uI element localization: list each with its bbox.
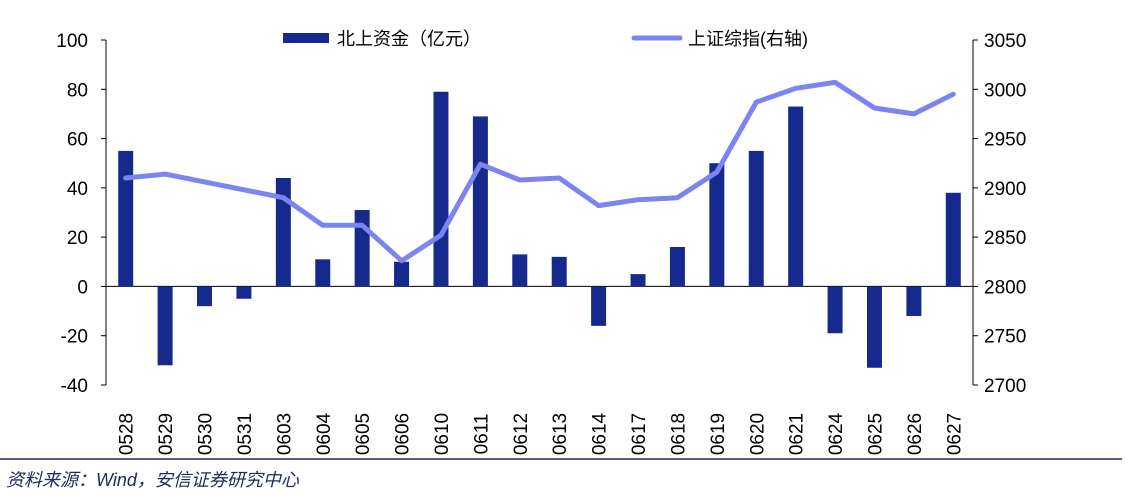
bar-0620 — [748, 150, 764, 287]
right-tick-label: 2900 — [984, 179, 1026, 200]
x-tick-label: 0610 — [432, 413, 453, 455]
right-tick-label: 2800 — [984, 277, 1026, 298]
index-line-series — [123, 79, 956, 264]
x-tick-label: 0620 — [747, 413, 768, 455]
bar-0621 — [788, 106, 804, 287]
x-tick-label: 0606 — [393, 413, 414, 455]
legend-line-label: 上证综指(右轴) — [688, 29, 808, 49]
bar-0613 — [551, 256, 567, 287]
source-note: 资料来源：Wind，安信证券研究中心 — [6, 470, 300, 490]
x-axis-labels: 0528 0529 0530 0531 0603 0604 0605 0606 0610 0611… — [117, 412, 966, 455]
bar-0618 — [669, 247, 685, 287]
x-tick-label: 0613 — [550, 413, 571, 455]
right-tick-label: 2850 — [984, 228, 1026, 249]
x-tick-label: 0611 — [471, 414, 492, 455]
x-tick-label: 0531 — [235, 413, 256, 455]
x-tick-label: 0603 — [274, 413, 295, 455]
bar-0611 — [472, 116, 488, 287]
bar-0604 — [315, 259, 331, 287]
x-tick-label: 0529 — [156, 413, 177, 455]
right-tick-label: 3000 — [984, 80, 1026, 101]
left-tick-label: -40 — [61, 376, 88, 397]
bar-0624 — [827, 286, 843, 334]
bar-0626 — [906, 286, 922, 316]
left-tick-label: 100 — [56, 31, 88, 52]
x-tick-label: 0612 — [511, 413, 532, 455]
x-tick-label: 0627 — [944, 413, 965, 455]
bar-0606 — [394, 261, 410, 287]
bar-0614 — [591, 286, 607, 326]
left-tick-label: 0 — [77, 277, 88, 298]
x-tick-label: 0617 — [629, 413, 650, 455]
right-axis: 3050 3000 2950 2900 2850 2800 2750 2700 — [973, 31, 1026, 397]
x-tick-label: 0528 — [117, 413, 138, 455]
bar-0531 — [236, 286, 252, 299]
bar-0610 — [433, 91, 449, 287]
bar-series — [118, 91, 961, 368]
bar-0528 — [118, 150, 134, 287]
right-tick-label: 2950 — [984, 130, 1026, 151]
bar-0627 — [945, 192, 961, 287]
right-tick-label: 3050 — [984, 31, 1026, 52]
bar-0529 — [157, 286, 173, 366]
bar-0625 — [866, 286, 882, 368]
x-tick-label: 0621 — [787, 413, 808, 455]
bar-0612 — [512, 254, 528, 287]
x-tick-label: 0604 — [314, 412, 335, 455]
x-tick-label: 0614 — [590, 412, 611, 455]
x-tick-label: 0618 — [668, 413, 689, 455]
bar-0619 — [709, 163, 725, 287]
bar-0603 — [275, 178, 291, 287]
bar-0617 — [630, 274, 646, 287]
bar-0605 — [354, 210, 370, 287]
left-tick-label: 80 — [67, 80, 88, 101]
bar-0530 — [197, 286, 213, 307]
x-tick-label: 0530 — [196, 413, 217, 455]
left-tick-label: 60 — [67, 130, 88, 151]
legend: 北上资金（亿元） 上证综指(右轴) — [283, 29, 808, 49]
x-tick-label: 0605 — [353, 413, 374, 455]
x-tick-label: 0624 — [826, 412, 847, 455]
x-tick-label: 0626 — [905, 413, 926, 455]
x-tick-label: 0619 — [708, 413, 729, 455]
left-tick-label: 40 — [67, 179, 88, 200]
legend-bar-swatch — [283, 33, 329, 43]
right-tick-label: 2700 — [984, 376, 1026, 397]
legend-bar-label: 北上资金（亿元） — [337, 29, 481, 49]
left-tick-label: 20 — [67, 228, 88, 249]
left-axis: 100 80 60 40 20 0 -20 -40 — [56, 31, 106, 397]
right-tick-label: 2750 — [984, 327, 1026, 348]
x-tick-label: 0625 — [865, 413, 886, 455]
left-tick-label: -20 — [61, 327, 88, 348]
